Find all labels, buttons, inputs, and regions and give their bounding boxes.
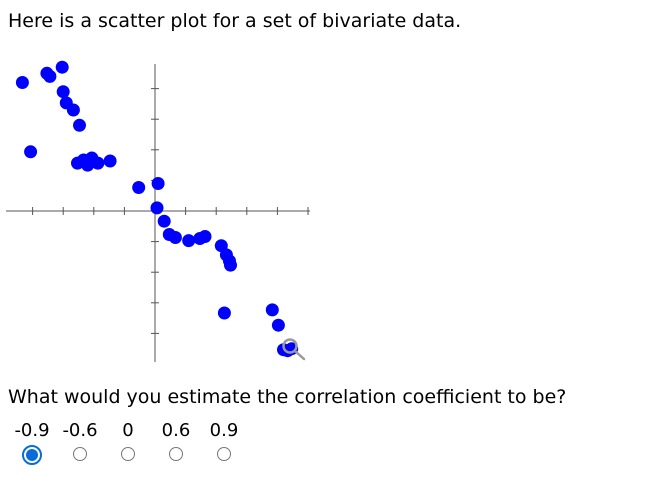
choice-radio[interactable]: [73, 447, 87, 461]
scatter-point: [168, 231, 182, 244]
scatter-point: [43, 69, 57, 83]
scatter-point: [132, 181, 146, 194]
scatter-point: [224, 258, 237, 272]
choice-option[interactable]: 0: [104, 420, 152, 465]
choice-label: 0.6: [161, 420, 191, 441]
mouse-cursor-icon: [282, 338, 306, 361]
choice-option[interactable]: -0.9: [8, 420, 56, 465]
choice-label: 0: [122, 420, 134, 441]
scatter-point: [56, 85, 70, 99]
choice-option[interactable]: -0.6: [56, 420, 104, 465]
scatter-point: [15, 76, 29, 89]
plot-points: [15, 60, 299, 358]
choice-option[interactable]: 0.9: [200, 420, 248, 465]
scatter-point: [24, 145, 38, 159]
scatter-point: [198, 230, 212, 243]
scatter-point: [271, 318, 285, 332]
scatter-point: [157, 214, 171, 228]
scatter-point: [182, 234, 196, 248]
scatter-point: [217, 306, 231, 320]
choice-label: -0.9: [14, 420, 50, 441]
scatter-point: [66, 103, 80, 117]
choice-radio[interactable]: [217, 447, 231, 461]
scatter-point: [103, 154, 117, 168]
scatter-point: [55, 60, 69, 74]
scatter-point: [151, 177, 165, 190]
scatter-point: [91, 156, 105, 170]
choice-radio[interactable]: [121, 447, 135, 461]
choice-label: 0.9: [209, 420, 239, 441]
choice-label: -0.6: [62, 420, 98, 441]
scatter-point: [150, 201, 164, 215]
scatter-point: [73, 118, 86, 132]
answer-choices: -0.9 -0.6 0 0.6 0.9: [8, 420, 248, 465]
intro-text: Here is a scatter plot for a set of biva…: [8, 10, 462, 32]
scatter-point: [265, 303, 279, 317]
scatter-plot: [6, 60, 310, 362]
question-text: What would you estimate the correlation …: [8, 386, 567, 408]
choice-radio[interactable]: [169, 447, 183, 461]
choice-radio[interactable]: [22, 445, 42, 465]
scatter-point: [81, 158, 95, 172]
choice-option[interactable]: 0.6: [152, 420, 200, 465]
